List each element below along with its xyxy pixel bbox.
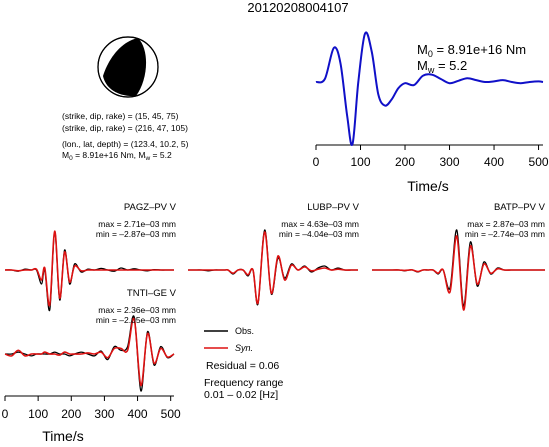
station-max: max = 2.71e–03 mm <box>98 219 176 229</box>
stf-line <box>315 31 544 146</box>
syn-trace <box>4 230 174 307</box>
figure-title: 20120208004107 <box>247 0 348 15</box>
stf-panel: 0 100 200 300 400 500 M0 = 8.91e+16 Nm Mw = 5… <box>313 31 549 194</box>
waveform-tick-label: 0 <box>2 407 9 421</box>
waveform-tick-label: 500 <box>161 407 181 421</box>
stf-tick-label: 200 <box>395 155 415 169</box>
station-min: min = –2.87e–03 mm <box>96 229 176 239</box>
stf-m0-label: M0 = 8.91e+16 Nm <box>417 42 526 59</box>
stf-x-ticks: 0 100 200 300 400 500 <box>313 145 549 169</box>
stf-tick-label: 500 <box>529 155 549 169</box>
stf-tick-label: 0 <box>313 155 320 169</box>
waveform-tick-label: 100 <box>28 407 48 421</box>
waveform-x-ticks: 0 100 200 300 400 500 <box>2 396 181 421</box>
stf-tick-label: 100 <box>350 155 370 169</box>
syn-trace <box>4 317 175 387</box>
station-min: min = –4.04e–03 mm <box>279 229 359 239</box>
station-name: BATP–PV V <box>494 202 546 213</box>
waveform-tick-label: 300 <box>94 407 114 421</box>
station-max: max = 4.63e–03 mm <box>281 219 359 229</box>
legend-syn-label: Syn. <box>235 343 253 353</box>
syn-trace <box>372 235 545 311</box>
station-max: max = 2.87e–03 mm <box>467 219 545 229</box>
station-min: min = –2.05e–03 mm <box>96 315 176 325</box>
stf-x-label: Time/s <box>407 178 448 194</box>
legend: Obs. Syn. <box>204 326 254 353</box>
plane2-text: (strike, dip, rake) = (216, 47, 105) <box>62 123 188 133</box>
station-name: TNTI–GE V <box>127 288 177 299</box>
stf-tick-label: 400 <box>484 155 504 169</box>
moment-line: M0 = 8.91e+16 Nm, Mw = 5.2 <box>62 150 172 162</box>
syn-trace <box>188 231 358 305</box>
waveform-tick-label: 400 <box>128 407 148 421</box>
station-name: LUBP–PV V <box>307 202 359 213</box>
focal-mechanism-beachball <box>97 36 159 98</box>
plane1-text: (strike, dip, rake) = (15, 45, 75) <box>62 111 179 121</box>
obs-trace <box>188 229 358 306</box>
waveform-x-axis-group: 0 100 200 300 400 500 Time/s <box>2 395 181 444</box>
waveform-x-label: Time/s <box>42 428 83 444</box>
station-name: PAGZ–PV V <box>124 202 177 213</box>
location-text: (lon., lat, depth) = (123.4, 10.2, 5) <box>62 139 189 149</box>
stf-tick-label: 300 <box>440 155 460 169</box>
station-max: max = 2.36e–03 mm <box>98 305 176 315</box>
frequency-label: Frequency range <box>204 377 284 389</box>
frequency-value: 0.01 – 0.02 [Hz] <box>204 389 278 401</box>
waveform-tick-label: 200 <box>61 407 81 421</box>
residual-text: Residual = 0.06 <box>206 360 279 372</box>
stf-mw-label: Mw = 5.2 <box>417 58 467 75</box>
legend-obs-label: Obs. <box>235 326 254 336</box>
station-min: min = –2.74e–03 mm <box>465 229 545 239</box>
